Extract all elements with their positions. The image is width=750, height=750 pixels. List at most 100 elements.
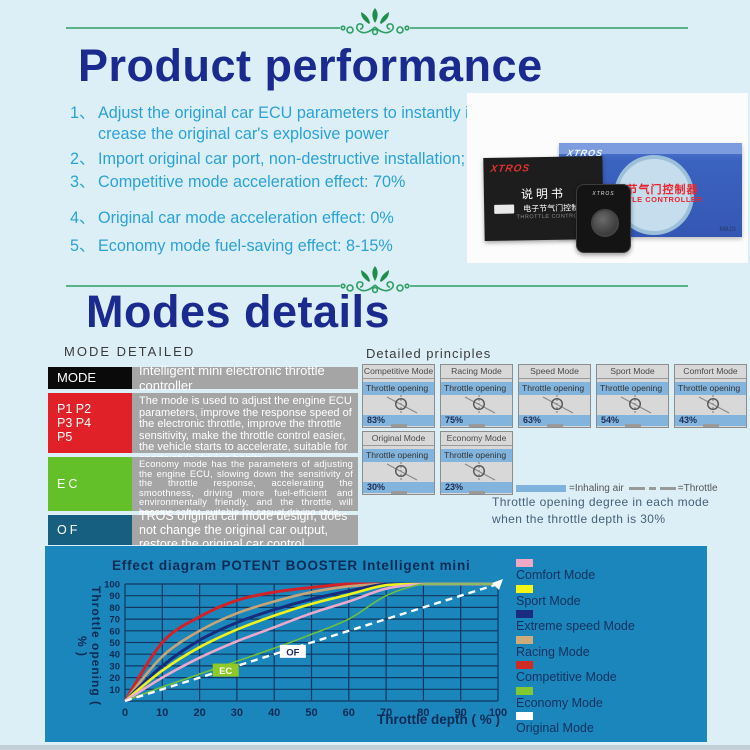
legend-entry: Extreme speed Mode [516, 610, 635, 633]
mode-card-title: Economy Mode [441, 432, 512, 446]
list-item: 4、 Original car mode acceleration effect:… [70, 208, 478, 229]
card-notch [597, 379, 668, 382]
svg-text:80: 80 [109, 603, 120, 614]
list-item-number: 2、 [70, 150, 96, 168]
bottom-strip [0, 745, 750, 750]
throttle-gauge-icon [519, 395, 590, 415]
svg-text:50: 50 [109, 638, 120, 649]
svg-text:20: 20 [193, 707, 205, 719]
table-row-of: OF TROS original car mode design, does n… [48, 509, 358, 551]
throttle-opening-band: Throttle opening [519, 382, 590, 395]
detailed-principles-label: Detailed principles [366, 346, 492, 361]
mode-card-value: 23% [441, 482, 512, 493]
legend-label: Comfort Mode [516, 568, 596, 582]
legend-label: Original Mode [516, 721, 594, 735]
table-row-p-modes: P1 P2 P3 P4 P5 The mode is used to adjus… [48, 393, 358, 465]
mode-card: Racing Mode Throttle opening 75% [440, 364, 513, 428]
row-label: EC [48, 457, 132, 511]
row-label: OF [48, 515, 132, 545]
row-label: MODE [48, 367, 132, 389]
legend-entry: Comfort Mode [516, 559, 635, 582]
mode-card-title: Sport Mode [597, 365, 668, 379]
legend-swatch [516, 712, 533, 720]
x-axis-label: Throttle depth ( % ) [377, 712, 500, 727]
throttle-dash [628, 487, 645, 490]
legend-entry: Racing Mode [516, 635, 635, 659]
svg-text:40: 40 [268, 707, 280, 719]
mode-card: Original Mode Throttle opening 30% [362, 431, 435, 495]
legend-label: Racing Mode [516, 644, 590, 659]
inhaling-air-swatch [516, 485, 566, 492]
mode-card-title: Racing Mode [441, 365, 512, 379]
mode-card-title: Competitive Mode [363, 365, 434, 379]
list-item-text: Economy mode fuel-saving effect: 8-15% [98, 237, 393, 255]
throttle-opening-band: Throttle opening [597, 382, 668, 395]
mode-card-value: 43% [675, 415, 746, 426]
mode-card-value: 75% [441, 415, 512, 426]
svg-text:90: 90 [455, 707, 467, 719]
svg-text:80: 80 [417, 707, 429, 719]
mode-card-value: 54% [597, 415, 668, 426]
card-notch [519, 379, 590, 382]
list-item-text: Adjust the original car ECU parameters t… [98, 104, 478, 143]
legend-swatch [516, 635, 533, 644]
throttle-gauge-icon [675, 395, 746, 415]
throttle-opening-band: Throttle opening [363, 382, 434, 395]
list-item-text: Import original car port, non-destructiv… [98, 150, 466, 168]
page-title-product-performance: Product performance [78, 40, 543, 91]
page-title-modes-details: Modes details [86, 286, 391, 337]
svg-text:70: 70 [380, 707, 392, 719]
throttle-dash [659, 487, 676, 490]
card-pipe [703, 424, 719, 427]
mode-card-title: Comfort Mode [675, 365, 746, 379]
list-item-number: 3、 [70, 173, 96, 191]
svg-text:50: 50 [305, 707, 317, 719]
card-notch [363, 379, 434, 382]
list-item-text: Original car mode acceleration effect: 0… [98, 209, 394, 227]
legend-label: Extreme speed Mode [516, 619, 635, 633]
card-notch [675, 379, 746, 382]
legend-label: Sport Mode [516, 593, 581, 608]
svg-text:40: 40 [109, 650, 120, 661]
svg-text:30: 30 [109, 661, 120, 672]
effect-diagram-panel: Effect diagram POTENT BOOSTER Intelligen… [45, 546, 707, 742]
list-item-number: 1、 [70, 104, 96, 122]
table-row-mode: MODE Intelligent mini electronic throttl… [48, 363, 358, 393]
svg-text:OF: OF [286, 647, 299, 658]
box-title-en: THROTTLE CONTROLLER [598, 195, 703, 204]
throttle-dash [648, 487, 656, 490]
svg-text:100: 100 [489, 707, 507, 719]
throttle-opening-band: Throttle opening [675, 382, 746, 395]
legend-entry: Sport Mode [516, 584, 635, 608]
row-desc: Intelligent mini electronic throttle con… [132, 363, 358, 393]
card-pipe [391, 424, 407, 427]
svg-text:10: 10 [109, 685, 120, 696]
svg-text:100: 100 [104, 580, 120, 591]
svg-text:10: 10 [156, 707, 168, 719]
brand-logo: XTROS [489, 163, 531, 175]
mode-card-value: 30% [363, 482, 434, 493]
table-row-ec: EC Economy mode has the parameters of ad… [48, 457, 358, 517]
row-label: P1 P2 P3 P4 P5 [48, 393, 132, 453]
legend-swatch [516, 686, 533, 695]
mode-card: Competitive Mode Throttle opening 83% [362, 364, 435, 428]
list-item-number: 4、 [70, 209, 96, 227]
list-item-text: Competitive mode acceleration effect: 70… [98, 173, 406, 191]
legend-label: Economy Mode [516, 695, 603, 710]
row-desc: The mode is used to adjust the engine EC… [132, 393, 358, 465]
svg-text:30: 30 [231, 707, 243, 719]
throttle-label: =Throttle [677, 483, 718, 494]
throttle-gauge-icon [441, 462, 512, 482]
throttle-opening-band: Throttle opening [363, 449, 434, 462]
card-notch [441, 379, 512, 382]
svg-text:20: 20 [109, 673, 120, 684]
card-pipe [391, 491, 407, 494]
inhaling-air-label: =Inhaling air [569, 483, 624, 494]
legend-entry: Economy Mode [516, 686, 635, 710]
throttle-opening-band: Throttle opening [441, 449, 512, 462]
mode-card: Economy Mode Throttle opening 23% [440, 431, 513, 495]
svg-text:60: 60 [109, 626, 120, 637]
y-axis-label: Throttle opening ( % ) [75, 586, 103, 706]
throttle-opening-band: Throttle opening [441, 382, 512, 395]
